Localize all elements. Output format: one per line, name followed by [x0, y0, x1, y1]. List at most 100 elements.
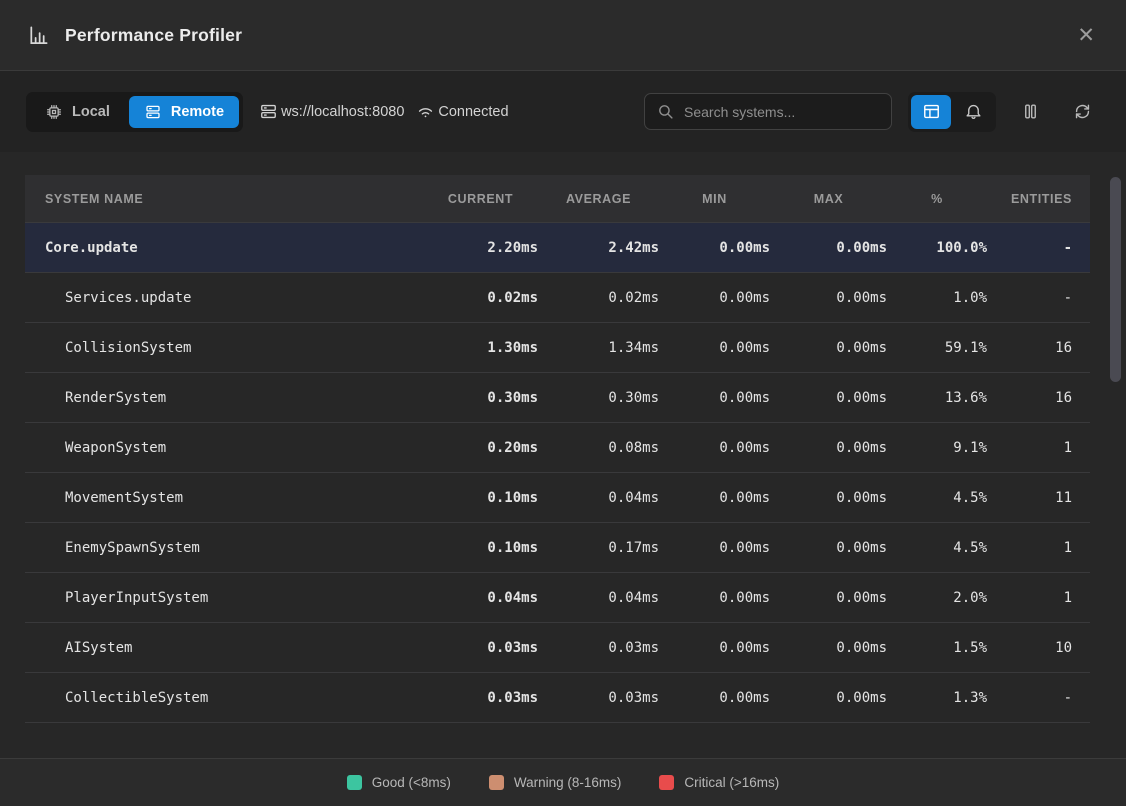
- table-row[interactable]: MovementSystem 0.10ms 0.04ms 0.00ms 0.00…: [25, 473, 1090, 523]
- cell-max: 0.00ms: [836, 289, 887, 306]
- cell-system-name: PlayerInputSystem: [65, 589, 209, 606]
- websocket-url-text: ws://localhost:8080: [281, 103, 405, 120]
- cell-system-name: EnemySpawnSystem: [65, 539, 200, 556]
- table-row[interactable]: EnemySpawnSystem 0.10ms 0.17ms 0.00ms 0.…: [25, 523, 1090, 573]
- cell-min: 0.00ms: [719, 389, 770, 406]
- cell-max: 0.00ms: [836, 239, 887, 256]
- column-header-system-name: SYSTEM NAME: [45, 191, 144, 206]
- remote-mode-label: Remote: [170, 103, 225, 120]
- cell-max: 0.00ms: [836, 489, 887, 506]
- server-icon: [259, 102, 278, 121]
- cell-average: 0.17ms: [608, 539, 659, 556]
- cell-current: 0.04ms: [487, 589, 538, 606]
- cell-current: 0.10ms: [487, 489, 538, 506]
- cell-percent: 1.0%: [953, 289, 987, 306]
- table-row[interactable]: CollectibleSystem 0.03ms 0.03ms 0.00ms 0…: [25, 673, 1090, 723]
- cell-average: 2.42ms: [608, 239, 659, 256]
- table-row[interactable]: Core.update 2.20ms 2.42ms 0.00ms 0.00ms …: [25, 223, 1090, 273]
- cell-average: 0.04ms: [608, 489, 659, 506]
- table-row[interactable]: WeaponSystem 0.20ms 0.08ms 0.00ms 0.00ms…: [25, 423, 1090, 473]
- table-row[interactable]: CollisionSystem 1.30ms 1.34ms 0.00ms 0.0…: [25, 323, 1090, 373]
- server-icon: [144, 103, 162, 121]
- remote-mode-button[interactable]: Remote: [128, 95, 240, 128]
- cell-average: 0.03ms: [608, 689, 659, 706]
- page-title: Performance Profiler: [65, 24, 243, 45]
- connection-status: Connected: [416, 102, 509, 121]
- cell-current: 0.02ms: [487, 289, 538, 306]
- pause-icon: [1021, 102, 1040, 121]
- cell-system-name: Core.update: [45, 239, 138, 256]
- cell-percent: 9.1%: [953, 439, 987, 456]
- cell-system-name: RenderSystem: [65, 389, 167, 406]
- cell-system-name: CollisionSystem: [65, 339, 192, 356]
- column-header-average: AVERAGE: [565, 191, 632, 206]
- cell-system-name: MovementSystem: [65, 489, 184, 506]
- close-button[interactable]: ✕: [1073, 21, 1099, 50]
- content-area: SYSTEM NAME CURRENT AVERAGE MIN MAX % EN…: [0, 175, 1126, 758]
- scrollbar-track[interactable]: [1110, 177, 1121, 755]
- cell-percent: 59.1%: [944, 339, 987, 356]
- cell-min: 0.00ms: [719, 439, 770, 456]
- bell-icon: [964, 102, 983, 121]
- table-body: Core.update 2.20ms 2.42ms 0.00ms 0.00ms …: [25, 223, 1090, 723]
- cell-average: 0.03ms: [608, 639, 659, 656]
- cell-current: 0.20ms: [487, 439, 538, 456]
- table-view-button[interactable]: [911, 94, 951, 129]
- cell-max: 0.00ms: [836, 689, 887, 706]
- cell-current: 0.10ms: [487, 539, 538, 556]
- search-input[interactable]: [684, 103, 879, 120]
- cell-max: 0.00ms: [836, 589, 887, 606]
- cell-average: 0.04ms: [608, 589, 659, 606]
- column-header-entities: ENTITIES: [1010, 191, 1072, 206]
- cell-system-name: Services.update: [65, 289, 192, 306]
- column-header-current: CURRENT: [447, 191, 514, 206]
- cell-entities: -: [1063, 289, 1072, 306]
- local-mode-button[interactable]: Local: [30, 96, 125, 128]
- column-header-max: MAX: [813, 191, 844, 206]
- cell-entities: 16: [1055, 389, 1072, 406]
- cell-percent: 1.5%: [953, 639, 987, 656]
- cell-system-name: AISystem: [65, 639, 133, 656]
- cell-entities: -: [1063, 689, 1072, 706]
- scrollbar-thumb[interactable]: [1110, 177, 1121, 382]
- cell-average: 1.34ms: [608, 339, 659, 356]
- table-row[interactable]: RenderSystem 0.30ms 0.30ms 0.00ms 0.00ms…: [25, 373, 1090, 423]
- search-box: [644, 93, 892, 130]
- local-mode-label: Local: [72, 103, 110, 120]
- table-header: SYSTEM NAME CURRENT AVERAGE MIN MAX % EN…: [25, 175, 1090, 223]
- websocket-url: ws://localhost:8080: [259, 102, 404, 121]
- cell-max: 0.00ms: [836, 439, 887, 456]
- table-row[interactable]: Services.update 0.02ms 0.02ms 0.00ms 0.0…: [25, 273, 1090, 323]
- table-row[interactable]: AISystem 0.03ms 0.03ms 0.00ms 0.00ms 1.5…: [25, 623, 1090, 673]
- cell-percent: 4.5%: [953, 539, 987, 556]
- cell-percent: 2.0%: [953, 589, 987, 606]
- cell-average: 0.30ms: [608, 389, 659, 406]
- cell-system-name: CollectibleSystem: [65, 689, 209, 706]
- view-toggle-group: [908, 91, 996, 132]
- cell-max: 0.00ms: [836, 339, 887, 356]
- cell-percent: 100.0%: [936, 239, 987, 256]
- cell-system-name: WeaponSystem: [65, 439, 167, 456]
- cell-current: 0.03ms: [487, 689, 538, 706]
- cell-min: 0.00ms: [719, 339, 770, 356]
- cell-entities: 11: [1055, 489, 1072, 506]
- cell-min: 0.00ms: [719, 239, 770, 256]
- cell-max: 0.00ms: [836, 389, 887, 406]
- cell-max: 0.00ms: [836, 639, 887, 656]
- cell-min: 0.00ms: [719, 639, 770, 656]
- cell-entities: 1: [1063, 539, 1072, 556]
- cell-min: 0.00ms: [719, 489, 770, 506]
- cell-min: 0.00ms: [719, 689, 770, 706]
- connection-mode-toggle: Local Remote: [26, 91, 244, 132]
- cell-average: 0.08ms: [608, 439, 659, 456]
- pause-button[interactable]: [1012, 95, 1048, 129]
- column-header-percent: %: [931, 191, 943, 206]
- cell-entities: 10: [1055, 639, 1072, 656]
- table-row[interactable]: PlayerInputSystem 0.04ms 0.04ms 0.00ms 0…: [25, 573, 1090, 623]
- refresh-icon: [1073, 102, 1092, 121]
- cell-entities: 1: [1063, 589, 1072, 606]
- alerts-button[interactable]: [953, 95, 993, 129]
- refresh-button[interactable]: [1064, 95, 1100, 129]
- cell-current: 0.03ms: [487, 639, 538, 656]
